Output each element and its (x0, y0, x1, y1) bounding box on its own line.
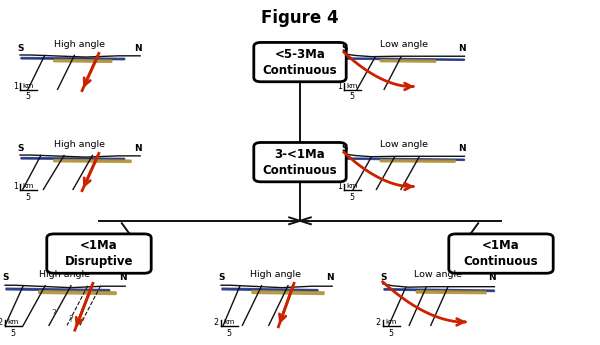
Text: 2: 2 (376, 318, 381, 327)
Text: 5: 5 (26, 193, 31, 201)
Polygon shape (384, 289, 494, 292)
Bar (339, 150, 468, 191)
FancyBboxPatch shape (254, 142, 346, 182)
Text: <1Ma
Disruptive: <1Ma Disruptive (65, 239, 133, 268)
Polygon shape (54, 59, 112, 62)
Text: km: km (346, 83, 358, 89)
Text: km: km (22, 83, 34, 89)
Text: S: S (18, 43, 24, 52)
Text: 1: 1 (337, 82, 342, 91)
Text: S: S (342, 43, 348, 52)
Text: <5-3Ma
Continuous: <5-3Ma Continuous (263, 48, 337, 77)
Text: 3-<1Ma
Continuous: 3-<1Ma Continuous (263, 148, 337, 177)
Text: N: N (134, 43, 142, 52)
Text: Low angle: Low angle (414, 270, 462, 279)
Bar (378, 279, 498, 328)
Text: High angle: High angle (54, 140, 105, 149)
Polygon shape (380, 160, 455, 162)
Text: km: km (7, 319, 19, 325)
Bar (339, 50, 468, 91)
Bar (216, 279, 336, 328)
Text: 2: 2 (0, 318, 3, 327)
Text: High angle: High angle (54, 40, 105, 49)
Text: 5: 5 (11, 329, 16, 338)
Text: 5: 5 (350, 92, 355, 101)
Text: km: km (223, 319, 235, 325)
Text: <1Ma
Continuous: <1Ma Continuous (464, 239, 538, 268)
Polygon shape (39, 291, 116, 295)
Text: N: N (458, 43, 466, 52)
Text: 5: 5 (26, 92, 31, 101)
Bar (15, 150, 144, 191)
Text: 1: 1 (337, 182, 342, 191)
FancyBboxPatch shape (47, 234, 151, 273)
Polygon shape (222, 288, 318, 291)
Text: N: N (119, 273, 127, 282)
Text: N: N (458, 144, 466, 152)
Text: 1: 1 (13, 82, 18, 91)
Text: N: N (326, 273, 334, 282)
Text: km: km (22, 183, 34, 189)
Text: Figure 4: Figure 4 (261, 9, 339, 27)
Text: 5: 5 (389, 329, 394, 338)
Polygon shape (252, 291, 324, 295)
Bar (0, 279, 129, 328)
FancyBboxPatch shape (449, 234, 553, 273)
Text: km: km (346, 183, 358, 189)
Text: 5: 5 (350, 193, 355, 201)
Polygon shape (346, 158, 464, 160)
Polygon shape (346, 58, 464, 60)
Text: S: S (381, 273, 387, 282)
Text: Low angle: Low angle (380, 40, 427, 49)
Text: ?: ? (68, 315, 73, 324)
Text: High angle: High angle (251, 270, 302, 279)
Polygon shape (380, 60, 436, 62)
Text: S: S (342, 144, 348, 152)
Text: High angle: High angle (39, 270, 90, 279)
Text: S: S (3, 273, 9, 282)
Text: S: S (18, 144, 24, 152)
Polygon shape (416, 290, 486, 294)
Text: 2: 2 (214, 318, 219, 327)
Polygon shape (21, 158, 125, 160)
Polygon shape (21, 58, 125, 60)
Text: km: km (385, 319, 397, 325)
Text: Low angle: Low angle (380, 140, 427, 149)
Text: N: N (488, 273, 496, 282)
Polygon shape (54, 159, 131, 162)
Text: 5: 5 (227, 329, 232, 338)
Text: S: S (219, 273, 225, 282)
Polygon shape (6, 288, 110, 291)
Text: ?: ? (52, 309, 56, 318)
FancyBboxPatch shape (254, 42, 346, 82)
Text: N: N (134, 144, 142, 152)
Bar (15, 50, 144, 91)
Text: 1: 1 (13, 182, 18, 191)
